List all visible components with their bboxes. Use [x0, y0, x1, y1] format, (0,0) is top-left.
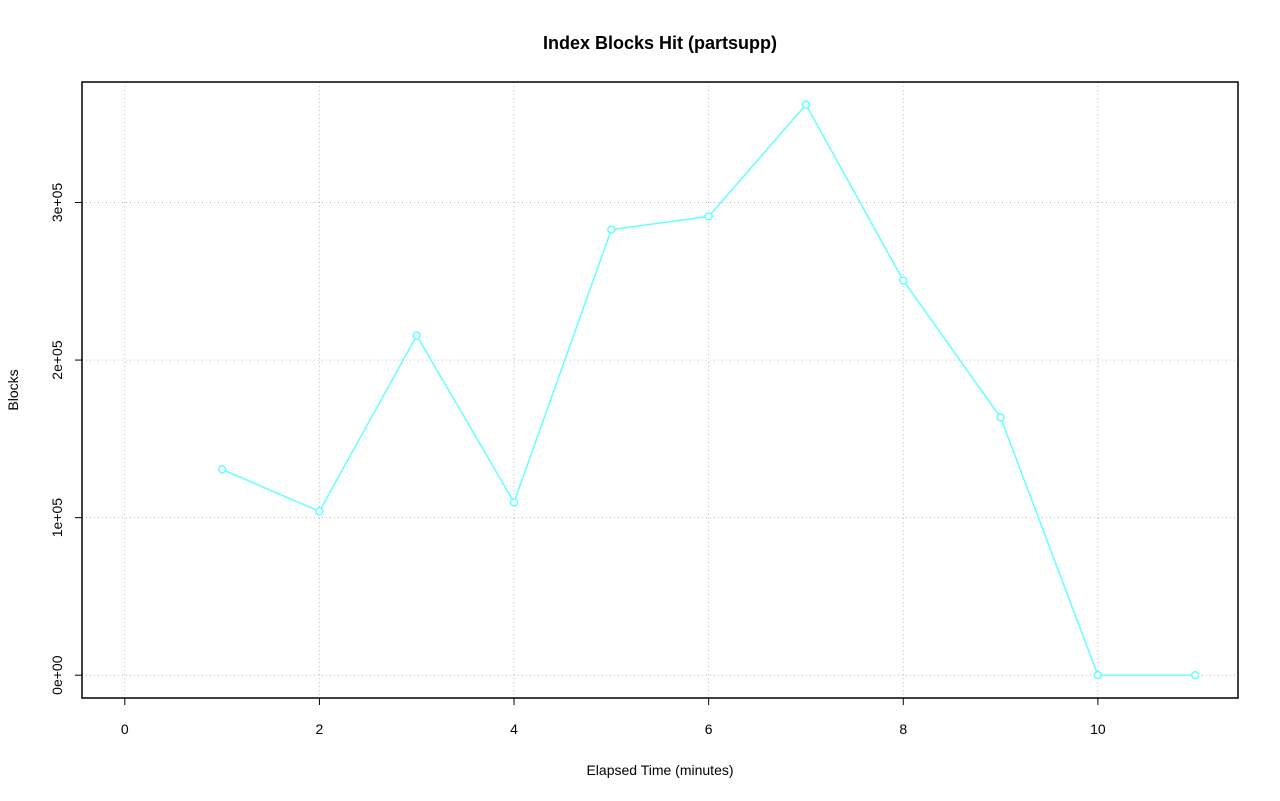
data-point — [899, 276, 908, 285]
data-point — [1190, 670, 1200, 680]
chart-title: Index Blocks Hit (partsupp) — [543, 33, 777, 53]
y-axis-label: Blocks — [5, 369, 21, 410]
x-tick-label: 0 — [121, 721, 129, 737]
y-tick-label: 3e+05 — [49, 183, 65, 223]
data-point — [801, 100, 811, 109]
data-point — [607, 225, 616, 234]
data-point — [509, 498, 519, 507]
plot-frame — [81, 81, 1239, 699]
data-point — [412, 331, 421, 340]
y-tick-label: 0e+00 — [49, 655, 65, 695]
x-tick-label: 10 — [1090, 721, 1106, 737]
data-point — [996, 413, 1005, 422]
data-point — [315, 507, 324, 516]
x-tick-label: 2 — [316, 721, 324, 737]
x-tick-label: 4 — [510, 721, 518, 737]
data-point — [217, 465, 227, 474]
y-tick-label: 1e+05 — [49, 498, 65, 538]
data-point — [704, 212, 713, 221]
x-axis-label: Elapsed Time (minutes) — [586, 762, 733, 778]
x-tick-label: 8 — [899, 721, 907, 737]
y-tick-label: 2e+05 — [49, 340, 65, 380]
data-point — [1093, 670, 1103, 680]
x-tick-label: 6 — [705, 721, 713, 737]
